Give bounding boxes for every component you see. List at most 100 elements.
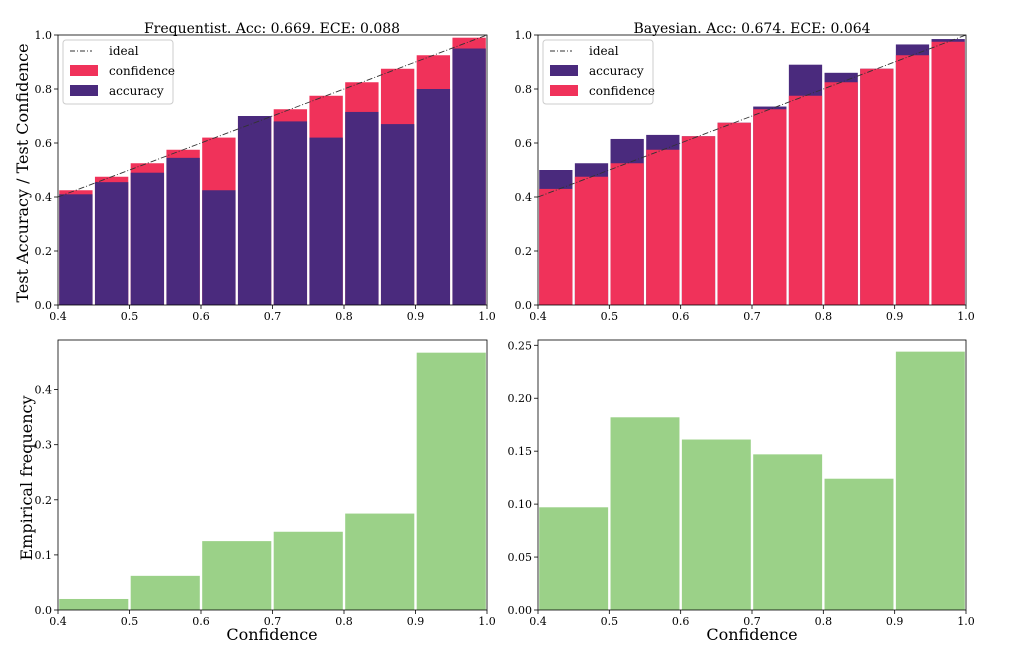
- axes-layer: 0.4 0.5 0.6 0.7 0.8 0.9 1.0 0.0 0.2 0.4 0.6 0.8 1.0: [515, 29, 975, 323]
- y-tick-label: 0.6: [35, 137, 53, 150]
- x-axis-label: Confidence: [706, 625, 797, 644]
- y-tick-label: 0.0: [515, 299, 533, 312]
- y-axis-label: Test Accuracy / Test Confidence: [13, 43, 32, 302]
- confidence-bar: [717, 122, 751, 305]
- panel-bayesian-histogram: Confidence 0.4 0.5 0.6 0.7 0.8 0.9 1.0 0.00 0.05…: [508, 339, 975, 644]
- accuracy-bar: [130, 172, 165, 305]
- y-tick-label: 0.8: [515, 83, 533, 96]
- y-tick-label: 1.0: [35, 29, 53, 42]
- frequency-bar: [130, 575, 200, 610]
- panel-frequentist-histogram: Empirical frequency Confidence 0.4 0.5 0.6…: [17, 339, 496, 644]
- panel-bayesian-reliability: Bayesian. Acc: 0.674. ECE: 0.064 0.4 0.5 0…: [515, 21, 975, 323]
- legend-ideal-label: ideal: [589, 44, 619, 58]
- accuracy-bar: [452, 48, 486, 305]
- y-tick-label: 1.0: [515, 29, 533, 42]
- y-tick-label: 0.0: [35, 604, 53, 617]
- accuracy-bar: [202, 190, 236, 305]
- accuracy-bar: [166, 157, 200, 305]
- frequency-bar: [610, 417, 680, 610]
- x-tick-label: 0.5: [601, 310, 619, 323]
- legend-accuracy-label: accuracy: [109, 84, 164, 98]
- y-tick-label: 0.2: [515, 245, 533, 258]
- y-tick-label: 0.2: [35, 245, 53, 258]
- x-tick-label: 0.5: [121, 310, 139, 323]
- x-tick-label: 0.8: [335, 615, 353, 628]
- frequency-bar: [539, 507, 609, 610]
- x-tick-label: 0.8: [335, 310, 353, 323]
- frequency-bar: [345, 513, 415, 610]
- x-tick-label: 0.4: [49, 310, 67, 323]
- y-tick-label: 0.0: [35, 299, 53, 312]
- legend-ideal-label: ideal: [109, 44, 139, 58]
- ideal-line-layer: [537, 34, 967, 198]
- y-axis-label: Empirical frequency: [17, 395, 36, 560]
- x-axis-label: Confidence: [226, 625, 317, 644]
- y-tick-label: 0.00: [508, 604, 533, 617]
- x-tick-label: 0.6: [672, 615, 690, 628]
- bars-layer: [59, 352, 486, 610]
- axes-layer: 0.4 0.5 0.6 0.7 0.8 0.9 1.0 0.00 0.05 0.10 0.15 0.2…: [508, 339, 975, 628]
- y-tick-label: 0.15: [508, 445, 533, 458]
- confidence-bar: [788, 95, 823, 305]
- confidence-bar: [824, 82, 858, 305]
- bars-layer: [539, 351, 965, 610]
- y-tick-label: 0.10: [508, 498, 533, 511]
- x-tick-label: 1.0: [957, 615, 975, 628]
- x-tick-label: 0.4: [529, 310, 547, 323]
- confidence-bar: [681, 136, 716, 305]
- x-tick-label: 1.0: [957, 310, 975, 323]
- confidence-bar: [753, 109, 787, 305]
- chart-title: Frequentist. Acc: 0.669. ECE: 0.088: [144, 21, 400, 37]
- x-tick-label: 0.5: [121, 615, 139, 628]
- x-tick-label: 0.5: [601, 615, 619, 628]
- confidence-bar: [646, 149, 680, 305]
- legend: ideal accuracy confidence: [542, 39, 655, 105]
- accuracy-bar: [237, 116, 272, 305]
- x-tick-label: 0.9: [407, 310, 425, 323]
- x-tick-label: 0.4: [529, 615, 547, 628]
- ideal-calibration-line: [537, 34, 967, 198]
- legend-accuracy-swatch: [70, 85, 98, 96]
- frequency-bar: [202, 541, 272, 610]
- x-tick-label: 0.7: [264, 310, 282, 323]
- y-tick-label: 0.4: [35, 191, 53, 204]
- frequency-bar: [273, 531, 343, 610]
- x-tick-label: 1.0: [478, 615, 496, 628]
- frequency-bar: [824, 478, 894, 610]
- legend-confidence-label: confidence: [589, 84, 655, 98]
- y-tick-label: 0.25: [508, 339, 533, 352]
- frequency-bar: [416, 352, 486, 610]
- x-tick-label: 0.6: [672, 310, 690, 323]
- accuracy-bar: [345, 111, 379, 305]
- accuracy-bar: [59, 194, 93, 305]
- x-tick-label: 0.9: [886, 615, 904, 628]
- x-tick-label: 0.8: [815, 310, 833, 323]
- accuracy-bar: [94, 182, 129, 305]
- confidence-bar: [931, 41, 965, 305]
- axes-layer: 0.4 0.5 0.6 0.7 0.8 0.9 1.0 0.0 0.2 0.4 0.6 0.8 1.0: [35, 29, 496, 323]
- x-tick-label: 0.9: [407, 615, 425, 628]
- legend-confidence-label: confidence: [109, 64, 175, 78]
- x-tick-label: 0.7: [743, 615, 761, 628]
- legend-confidence-swatch: [550, 85, 578, 96]
- y-tick-label: 0.20: [508, 392, 533, 405]
- confidence-bar: [574, 176, 609, 305]
- bars-layer: [539, 39, 965, 306]
- confidence-bar: [539, 188, 573, 305]
- legend-accuracy-label: accuracy: [589, 64, 644, 78]
- legend-accuracy-swatch: [550, 65, 578, 76]
- legend-confidence-swatch: [70, 65, 98, 76]
- ideal-line-layer: [57, 34, 488, 198]
- frequency-bar: [753, 454, 823, 610]
- y-tick-label: 0.3: [35, 439, 53, 452]
- confidence-bar: [895, 55, 930, 305]
- frequency-bar: [59, 598, 129, 610]
- x-tick-label: 0.6: [192, 615, 210, 628]
- frequency-bar: [895, 351, 965, 610]
- y-tick-label: 0.2: [35, 494, 53, 507]
- accuracy-bar: [380, 124, 415, 305]
- confidence-bar: [860, 68, 894, 305]
- y-tick-label: 0.05: [508, 551, 533, 564]
- ideal-calibration-line: [57, 34, 488, 198]
